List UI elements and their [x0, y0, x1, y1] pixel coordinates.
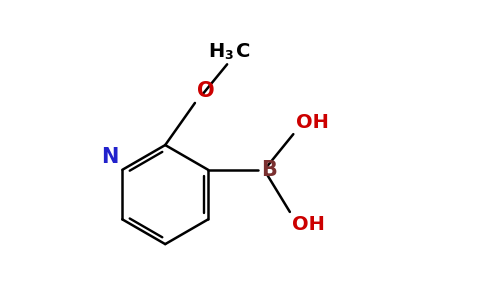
Text: 3: 3 — [225, 49, 233, 62]
Text: O: O — [197, 81, 214, 101]
Text: N: N — [101, 147, 119, 167]
Text: C: C — [236, 42, 250, 61]
Text: B: B — [262, 160, 277, 180]
Text: OH: OH — [292, 215, 325, 234]
Text: OH: OH — [296, 113, 329, 132]
Text: H: H — [209, 42, 225, 61]
